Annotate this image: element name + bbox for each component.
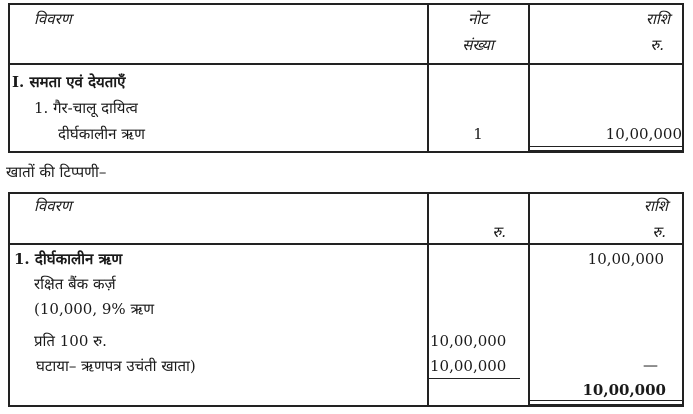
column-divider bbox=[528, 194, 530, 405]
row-label-non-current-liabilities: 1. गैर-चालू दायित्व bbox=[34, 99, 138, 117]
double-underline-top bbox=[528, 400, 682, 401]
row-amount-dash: — bbox=[643, 356, 658, 374]
header-particulars: विवरण bbox=[34, 10, 72, 28]
column-divider bbox=[528, 5, 530, 151]
notes-to-accounts-table: विवरण रु. राशि रु. 1. दीर्घकालीन ऋण 10,0… bbox=[8, 192, 684, 407]
header-particulars: विवरण bbox=[34, 197, 72, 215]
header-divider bbox=[10, 243, 682, 245]
row-label-less-suspense: घटाया– ऋणपत्र उचंती खाता) bbox=[36, 357, 196, 375]
header-amount-line2: रु. bbox=[652, 223, 666, 241]
row-label-long-term-loan: 1. दीर्घकालीन ऋण bbox=[14, 250, 123, 268]
row-label-per-100: प्रति 100 रु. bbox=[34, 332, 107, 350]
row-label-debentures: (10,000, 9% ऋण bbox=[34, 300, 155, 318]
balance-sheet-table: विवरण नोट संख्या राशि रु. I. समता एवं दे… bbox=[8, 3, 684, 153]
row-label-long-term-loan: दीर्घकालीन ऋण bbox=[58, 125, 145, 143]
column-divider bbox=[427, 5, 429, 151]
row-col2-value: 10,00,000 bbox=[430, 332, 507, 350]
row-label-equity-liabilities: I. समता एवं देयताएँ bbox=[12, 73, 126, 91]
column-divider bbox=[427, 194, 429, 405]
header-divider bbox=[10, 63, 682, 65]
header-note-line2: संख्या bbox=[462, 36, 494, 54]
header-amount-line1: राशि bbox=[645, 10, 670, 28]
header-note-line1: नोट bbox=[468, 10, 488, 28]
row-col2-value: 10,00,000 bbox=[430, 357, 507, 375]
subtotal-underline bbox=[429, 378, 520, 379]
row-amount: 10,00,000 bbox=[605, 125, 682, 143]
row-note-number: 1 bbox=[473, 125, 483, 143]
double-underline-bottom bbox=[528, 404, 682, 405]
total-amount: 10,00,000 bbox=[582, 381, 666, 399]
double-underline-top bbox=[528, 146, 682, 147]
row-amount: 10,00,000 bbox=[587, 250, 664, 268]
header-currency: रु. bbox=[492, 223, 506, 241]
header-amount-line1: राशि bbox=[643, 197, 668, 215]
header-amount-line2: रु. bbox=[650, 36, 664, 54]
double-underline-bottom bbox=[528, 150, 682, 151]
row-label-secured-bank-loan: रक्षित बैंक कर्ज़ bbox=[34, 275, 116, 293]
notes-heading: खातों की टिप्पणी– bbox=[6, 163, 107, 181]
